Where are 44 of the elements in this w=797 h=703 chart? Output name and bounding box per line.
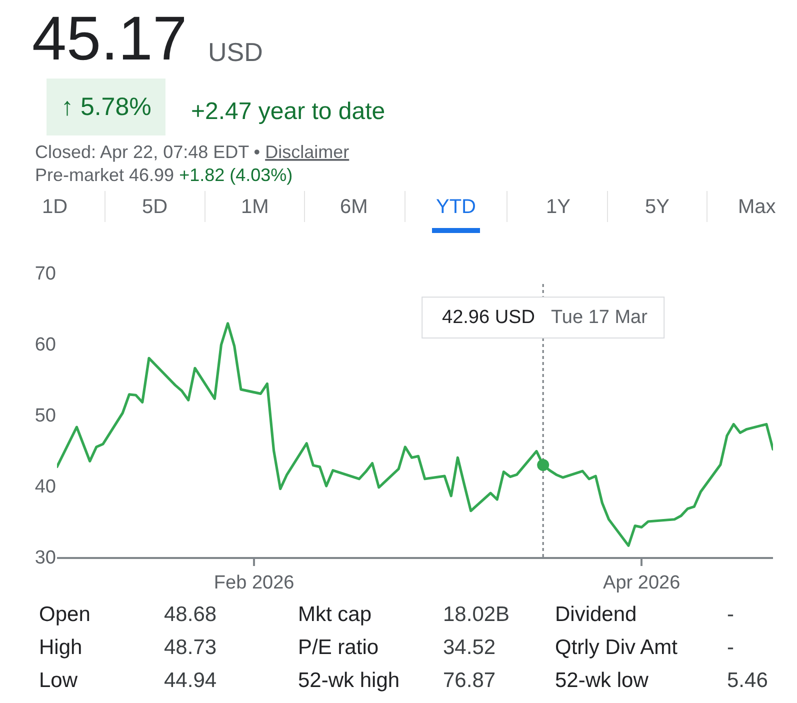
- y-tick-label: 50: [34, 406, 56, 427]
- text: 1D: [42, 196, 68, 218]
- text: USD: [208, 37, 263, 67]
- text: 1Y: [546, 196, 570, 218]
- text: 48.73: [164, 636, 217, 659]
- x-tick-label: Apr 2026: [603, 572, 680, 594]
- text: Qtrly Div Amt: [555, 636, 678, 659]
- text: 76.87: [443, 669, 496, 692]
- x-tick-label: Feb 2026: [214, 572, 294, 594]
- text: -: [727, 636, 734, 659]
- text: Low: [39, 669, 78, 692]
- line-series: [57, 322, 773, 547]
- text: 6M: [340, 196, 368, 218]
- annotation: 42.96 USD: [442, 307, 535, 328]
- text: 34.52: [443, 636, 496, 659]
- text: Mkt cap: [298, 603, 372, 626]
- y-tick-label: 40: [34, 476, 56, 498]
- text: 5Y: [645, 196, 670, 218]
- text: 52-wk high: [298, 669, 400, 692]
- y-tick-label: 70: [34, 264, 56, 285]
- text: 52-wk low: [555, 669, 650, 692]
- text: 18.02B: [443, 603, 510, 626]
- text: Dividend: [555, 603, 637, 626]
- text: +1.82 (4.03%): [179, 165, 293, 185]
- text: YTD: [436, 196, 476, 218]
- ref-line-label: Tue 17 Mar: [551, 307, 648, 328]
- text: 5.46: [727, 669, 768, 692]
- text: 48.68: [164, 603, 217, 626]
- text: P/E ratio: [298, 636, 379, 659]
- text: High: [39, 636, 82, 659]
- text: 5D: [142, 196, 168, 218]
- text: Disclaimer: [265, 142, 350, 162]
- text: Closed: Apr 22, 07:48 EDT •: [35, 142, 260, 162]
- text: -: [727, 603, 734, 626]
- text: Open: [39, 603, 90, 626]
- text: ↑ 5.78%: [61, 93, 152, 121]
- text: 44.94: [164, 669, 217, 692]
- text: +2.47 year to date: [191, 98, 386, 125]
- text: 1M: [241, 196, 269, 218]
- text: Max: [738, 196, 776, 218]
- chart-title: 45.17: [32, 4, 188, 74]
- y-tick-label: 60: [34, 334, 56, 356]
- text: Pre-market 46.99: [35, 165, 174, 185]
- y-tick-label: 30: [34, 548, 56, 569]
